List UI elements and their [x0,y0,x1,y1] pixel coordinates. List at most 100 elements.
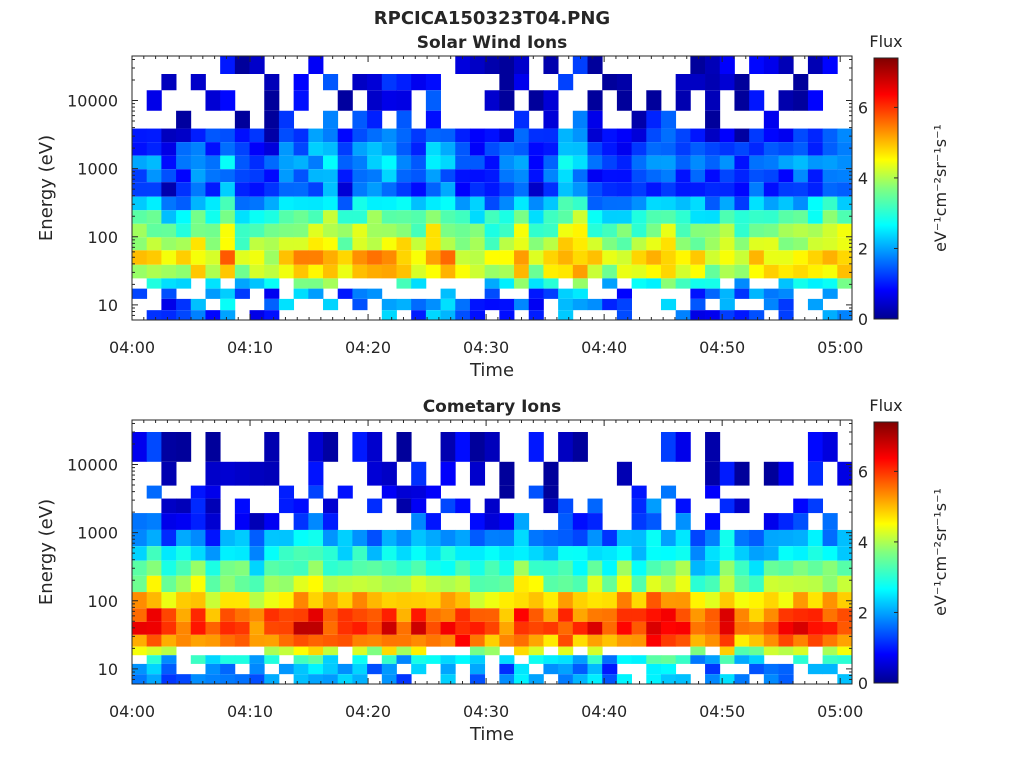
heatmap-cell [572,608,588,622]
heatmap-cell [734,608,750,622]
heatmap-cell [528,592,544,609]
heatmap-cell [690,560,706,576]
heatmap-cell [381,237,397,251]
heatmap-cell [132,432,148,462]
heatmap-cell [161,142,177,156]
heatmap-cell [705,155,721,170]
heatmap-cell [455,621,471,635]
heatmap-cell [543,608,559,622]
heatmap-cell [763,182,779,197]
heatmap-cell [367,155,383,170]
heatmap-cell [719,546,735,561]
heatmap-cell [323,621,339,635]
heatmap-cell [616,237,632,251]
heatmap-cell [602,663,618,675]
heatmap-cell [455,237,471,251]
heatmap-cell [176,182,192,197]
x-tick-label: 04:30 [463,702,509,721]
heatmap-cell [763,546,779,561]
heatmap-cell [778,90,794,111]
heatmap-cell [264,196,280,211]
heatmap-cell [807,196,824,211]
heatmap-cell [793,90,809,111]
heatmap-cell [411,634,427,647]
heatmap-cell [705,278,721,289]
heatmap-cell [528,288,544,299]
heatmap-cell [278,608,295,622]
heatmap-cell [190,621,206,635]
heatmap-cell [352,110,368,129]
heatmap-cell [249,278,265,289]
heatmap-cell [308,560,324,576]
heatmap-cell [161,264,177,279]
heatmap-cell [763,461,779,486]
y-tick-label: 100 [87,592,118,611]
heatmap-cell [278,110,295,129]
heatmap-cell [396,498,412,514]
heatmap-cell [763,560,779,576]
heatmap-cell [660,663,677,675]
heatmap-cell [587,546,603,561]
heatmap-cell [161,513,177,530]
heatmap-cell [822,264,838,279]
heatmap-cell [381,128,397,143]
heatmap-cell [484,264,500,279]
heatmap-cell [264,264,280,279]
heatmap-cell [616,461,632,486]
heatmap-cell [837,546,853,561]
y-axis: 10 100 1000 10000 [67,422,852,685]
heatmap-cell [484,56,500,74]
heatmap-cell [499,485,515,499]
heatmap-cell [778,250,794,265]
heatmap-cell [719,634,735,647]
colorbar-tick-label: 6 [858,462,868,481]
heatmap-cell [572,128,588,143]
heatmap-cell [558,498,574,514]
heatmap-cell [352,575,368,593]
heatmap-cell [528,432,544,462]
heatmap-cell [719,529,735,547]
heatmap-cell [205,237,221,251]
heatmap-cell [132,634,148,647]
heatmap-cell [646,142,662,156]
heatmap-cell [220,310,236,320]
heatmap-cell [558,142,574,156]
heatmap-cell [132,560,148,576]
heatmap-cell [543,142,559,156]
heatmap-cell [323,513,339,530]
heatmap-cell [220,196,236,211]
x-tick-label: 04:10 [227,338,273,357]
heatmap-cell [293,196,309,211]
heatmap-cell [558,513,574,530]
heatmap-cell [220,634,236,647]
heatmap-cell [190,74,206,91]
heatmap-cell [484,237,500,251]
heatmap-cell [558,155,574,170]
heatmap-cell [469,646,486,656]
heatmap-cell [323,110,339,129]
heatmap-cell [705,264,721,279]
heatmap-cell [660,278,677,289]
heatmap-cell [146,592,162,609]
heatmap-cell [308,485,324,499]
heatmap-cell [440,182,456,197]
heatmap-cell [528,223,544,238]
heatmap-cell [249,560,265,576]
heatmap-cell [205,513,221,530]
heatmap-cell [763,142,779,156]
heatmap-cell [352,237,368,251]
heatmap-cell [602,575,618,593]
heatmap-cell [190,264,206,279]
heatmap-cell [308,575,324,593]
heatmap-cell [734,646,750,656]
heatmap-cell [146,237,162,251]
heatmap-cell [793,196,809,211]
heatmap-cell [543,169,559,183]
heatmap-cell [293,278,309,289]
heatmap-cell [425,655,441,664]
heatmap-cell [631,142,647,156]
heatmap-cell [543,529,559,547]
heatmap-cell [293,663,309,675]
heatmap-cell [381,674,397,684]
heatmap-cell [161,529,177,547]
